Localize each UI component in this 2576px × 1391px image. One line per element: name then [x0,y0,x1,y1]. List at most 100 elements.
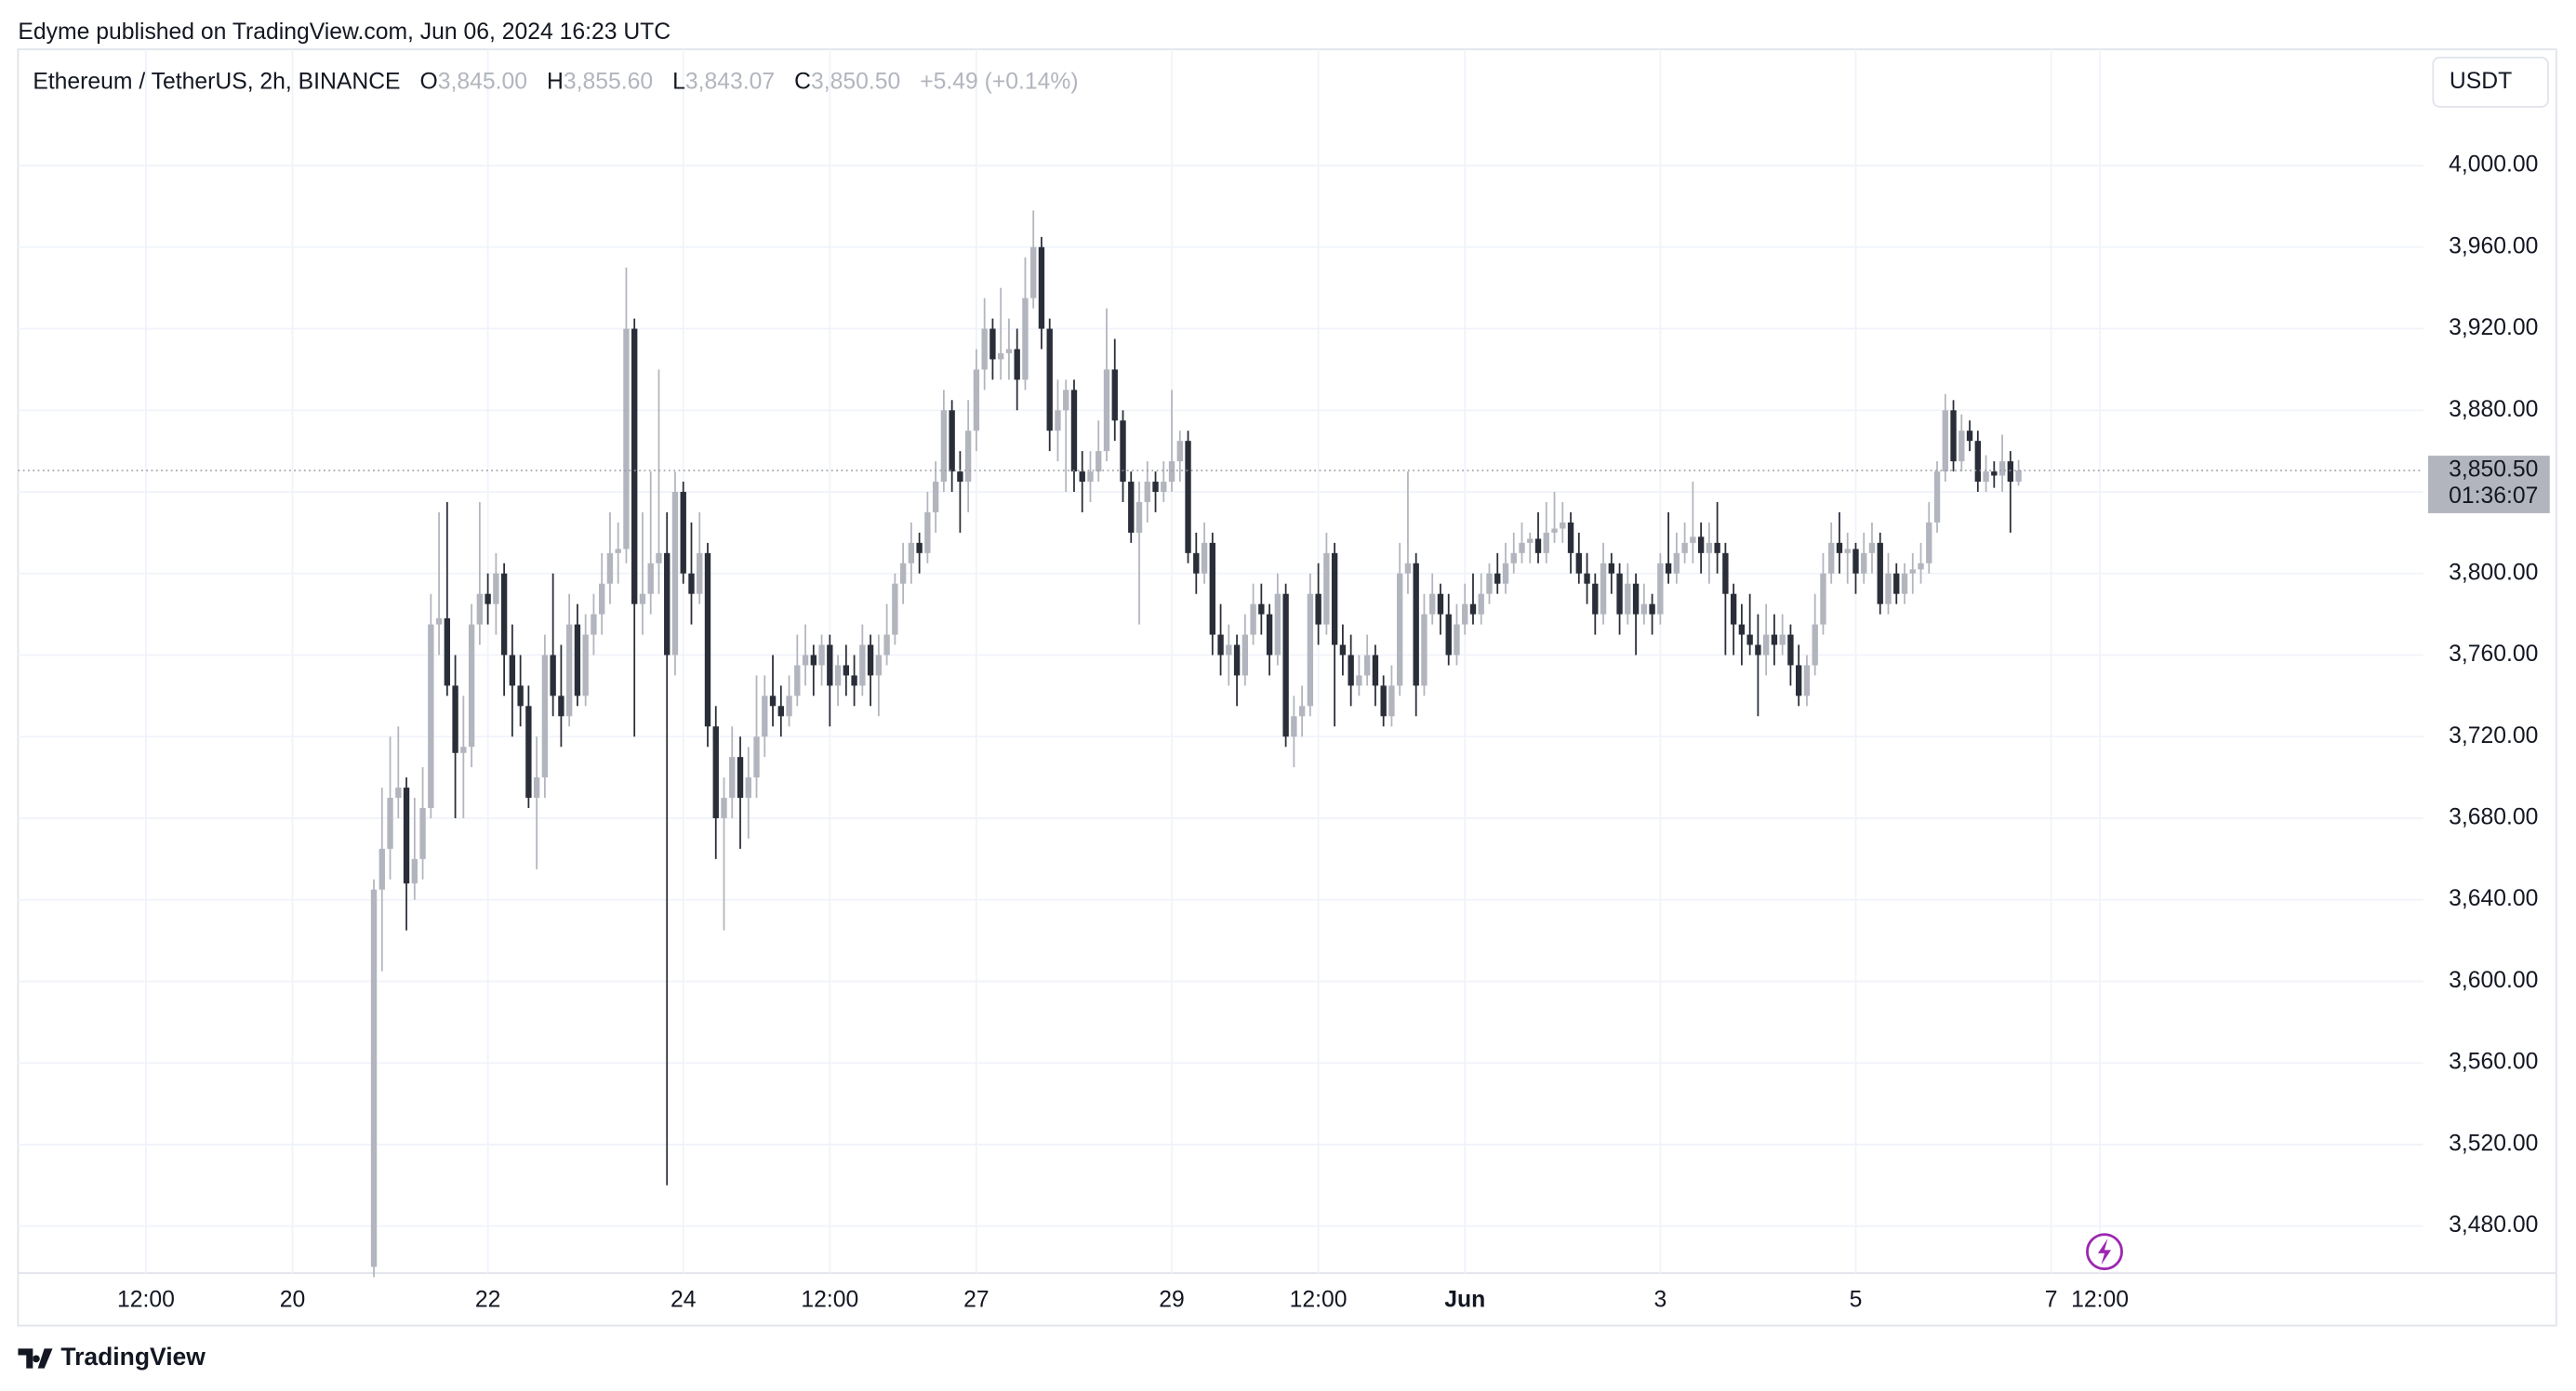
candle-body [810,655,817,666]
y-tick-label: 3,880.00 [2449,397,2538,422]
candle-body [1534,538,1542,553]
y-tick-label: 3,640.00 [2449,886,2538,911]
candle-body [598,583,605,615]
candle-body [1397,573,1403,686]
candle-body [370,889,378,1267]
y-tick-label: 3,800.00 [2449,560,2538,585]
candle-body [395,788,402,799]
candle-body [1657,563,1664,615]
high-value: 3,855.60 [564,69,653,94]
candle-body [1787,634,1794,666]
candle-body [1161,482,1167,493]
high-label: H [547,69,564,94]
candle-body [1942,410,1948,472]
candle-body [1282,593,1289,737]
candle-body [1331,552,1338,645]
y-tick-label: 3,960.00 [2449,233,2538,258]
candle-body [981,328,988,370]
y-tick-label: 3,560.00 [2449,1050,2538,1075]
publisher: Edyme published on TradingView.com, Jun … [18,20,671,45]
candle-body [1356,675,1362,686]
candle-body [1893,573,1900,594]
candle-body [1046,328,1053,431]
candle-body [964,431,972,483]
candle-body [591,614,597,635]
candle-body [989,328,996,360]
candle-body [476,593,484,625]
candle-body [485,593,491,604]
candle-body [1779,634,1786,645]
candle-body [1307,593,1314,707]
candle-body [606,552,614,584]
candle-body [525,706,532,799]
candle-body [769,696,777,707]
candle-body [1437,593,1444,615]
candle-body [786,696,792,717]
candle-body [892,583,898,635]
candle-body [1339,644,1347,656]
candle-body [1120,420,1126,483]
candle-body [712,726,719,818]
candle-body [1738,624,1746,635]
candle-body [899,563,907,584]
candle-body [1242,634,1249,676]
candle-body [697,552,703,594]
x-tick-label: 12:00 [2071,1288,2129,1313]
symbol: Ethereum / TetherUS, 2h, BINANCE [33,69,400,94]
candle-body [403,788,410,884]
candle-body [541,655,549,778]
candle-body [444,618,451,686]
overlay: 3,480.00 3,520.00 3,560.00 3,600.00 3,640.00… [18,152,2550,1313]
candle-body [1135,501,1143,533]
candle-body [435,618,443,625]
x-tick-label: 27 [963,1288,989,1313]
last-price-box [2428,456,2550,513]
candle-body [1462,603,1468,625]
candle-body [908,542,915,563]
candle-body [623,328,630,550]
y-tick-label: 3,520.00 [2449,1131,2538,1156]
candle-body [1584,573,1590,584]
candle-body [1543,532,1549,553]
candle-body [378,848,385,890]
currency-button[interactable] [2432,56,2549,108]
candle-body [1413,563,1419,686]
y-tick-label: 3,480.00 [2449,1212,2538,1238]
candle-body [1600,563,1607,615]
candle-body [1291,716,1297,737]
candle-body [1527,538,1534,543]
candle-body [1030,246,1037,298]
x-tick-label: 3 [1653,1288,1666,1313]
x-tick-label: 5 [1850,1288,1863,1313]
candle-body [1771,634,1778,645]
candle-body [1478,593,1484,615]
lightning-icon[interactable] [2086,1233,2123,1271]
candle-body [1152,482,1159,493]
currency[interactable]: USDT [2450,69,2512,94]
candle-body [1469,603,1477,615]
candle-body [1274,593,1281,656]
candle-body [1690,537,1696,543]
candle-body [1762,634,1770,656]
candle-body [1429,593,1436,615]
candle-body [1665,563,1672,574]
candle-body [615,549,621,553]
candle-body [1673,552,1680,574]
candle-body [460,747,467,753]
candle-body [1454,624,1460,656]
candle-body [493,573,499,604]
candle-body [468,624,475,748]
candle-body [1494,573,1501,584]
candle-body [1746,634,1753,645]
candle-body [1404,563,1412,574]
candle-body [916,542,923,553]
candle-body [1852,549,1859,574]
candle-body [1380,685,1387,717]
candle-body [1421,614,1427,686]
candle-body [631,328,638,604]
candle-body [1201,542,1208,574]
candle-body [1625,583,1631,615]
candle-body [517,685,524,707]
x-tick-label: 12:00 [1290,1288,1348,1313]
